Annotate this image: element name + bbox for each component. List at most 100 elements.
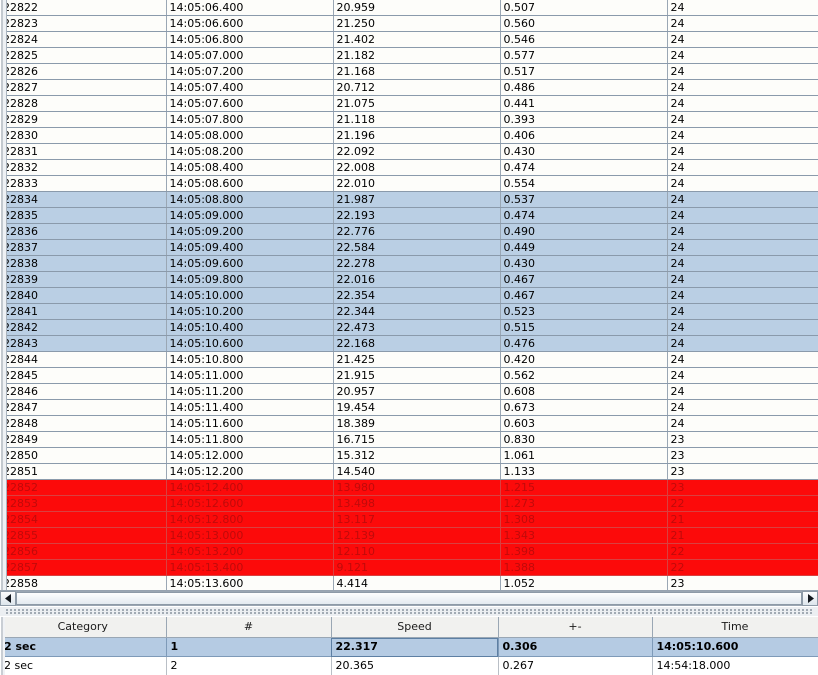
cell-count: 22 — [667, 560, 818, 576]
cell-id: 22834 — [0, 192, 166, 208]
cell-timestamp: 14:05:06.800 — [166, 32, 333, 48]
cell-timestamp: 14:05:07.400 — [166, 80, 333, 96]
cell-plusminus: 1.273 — [500, 496, 667, 512]
cell-count: 24 — [667, 384, 818, 400]
cell-plusminus: 0.537 — [500, 192, 667, 208]
cell-count: 21 — [667, 512, 818, 528]
cell-plusminus: 0.486 — [500, 80, 667, 96]
cell-count: 23 — [667, 464, 818, 480]
cell-speed: 21.915 — [333, 368, 500, 384]
scroll-right-arrow-icon[interactable] — [802, 591, 818, 606]
scrollbar-track[interactable] — [16, 591, 802, 606]
cell-plusminus: 1.133 — [500, 464, 667, 480]
horizontal-scrollbar[interactable] — [0, 590, 818, 606]
summary-cell-time: 14:54:18.000 — [652, 657, 818, 675]
cell-timestamp: 14:05:11.200 — [166, 384, 333, 400]
column-header-time[interactable]: Time — [652, 617, 818, 638]
cell-id: 22830 — [0, 128, 166, 144]
cell-timestamp: 14:05:13.000 — [166, 528, 333, 544]
column-header-category[interactable]: Category — [0, 617, 166, 638]
cell-speed: 22.168 — [333, 336, 500, 352]
summary-cell-category: 2 sec — [0, 638, 166, 657]
cell-id: 22826 — [0, 64, 166, 80]
cell-timestamp: 14:05:09.200 — [166, 224, 333, 240]
cell-speed: 21.118 — [333, 112, 500, 128]
panel-splitter[interactable] — [0, 607, 818, 616]
cell-count: 24 — [667, 176, 818, 192]
summary-cell-plusminus: 0.267 — [498, 657, 652, 675]
cell-id: 22855 — [0, 528, 166, 544]
cell-id: 22854 — [0, 512, 166, 528]
cell-speed: 21.182 — [333, 48, 500, 64]
cell-plusminus: 0.449 — [500, 240, 667, 256]
scroll-left-arrow-icon[interactable] — [0, 591, 16, 606]
cell-plusminus: 0.406 — [500, 128, 667, 144]
column-header-plusminus[interactable]: +- — [498, 617, 652, 638]
cell-timestamp: 14:05:07.800 — [166, 112, 333, 128]
summary-cell-num: 1 — [166, 638, 331, 657]
cell-speed: 20.957 — [333, 384, 500, 400]
cell-plusminus: 0.476 — [500, 336, 667, 352]
cell-speed: 22.584 — [333, 240, 500, 256]
cell-plusminus: 0.517 — [500, 64, 667, 80]
grid-left-gutter — [0, 0, 7, 590]
column-header-speed[interactable]: Speed — [331, 617, 498, 638]
cell-id: 22842 — [0, 320, 166, 336]
cell-id: 22846 — [0, 384, 166, 400]
column-header-number[interactable]: # — [166, 617, 331, 638]
cell-id: 22828 — [0, 96, 166, 112]
cell-plusminus: 0.467 — [500, 272, 667, 288]
cell-id: 22831 — [0, 144, 166, 160]
cell-timestamp: 14:05:10.000 — [166, 288, 333, 304]
summary-cell-category: 2 sec — [0, 657, 166, 675]
cell-count: 22 — [667, 496, 818, 512]
scrollbar-thumb[interactable] — [16, 592, 802, 605]
cell-count: 23 — [667, 448, 818, 464]
cell-speed: 20.712 — [333, 80, 500, 96]
cell-timestamp: 14:05:12.200 — [166, 464, 333, 480]
summary-cell-speed-focused[interactable]: 22.317 — [331, 638, 498, 657]
